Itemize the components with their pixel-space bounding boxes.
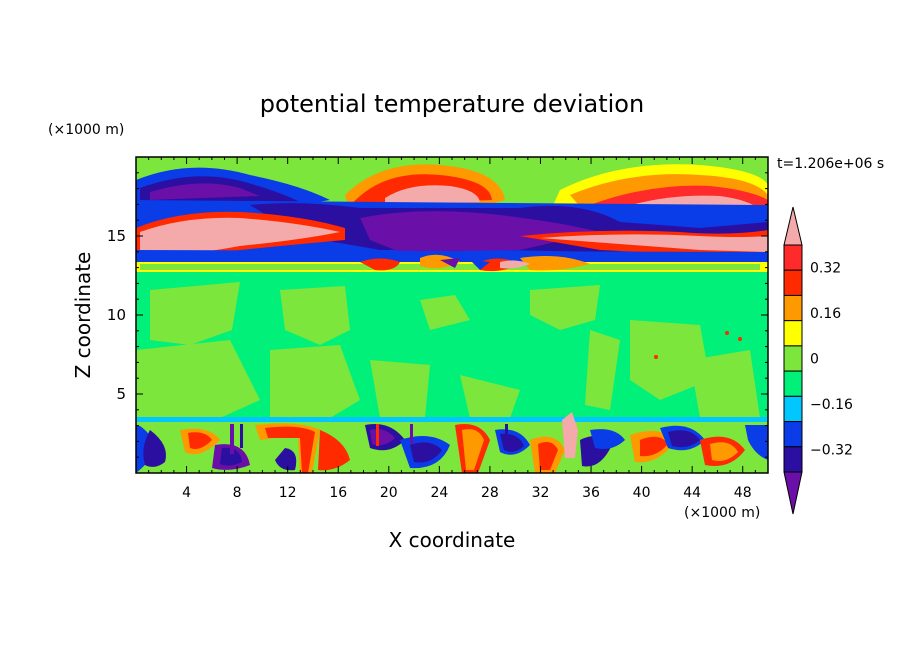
chart-title: potential temperature deviation: [260, 90, 644, 118]
mid-level-patches: [136, 282, 760, 418]
x-axis: 4 8 12 16 20 24 28 32 36 40 44 48: [148, 157, 756, 501]
colorbar-cell: [783, 269, 803, 296]
y-tick-label: 5: [116, 385, 126, 403]
colorbar-cell: [783, 320, 803, 347]
x-tick-label: 36: [582, 485, 600, 501]
colorbar-cell: [783, 370, 803, 397]
upper-layers: [136, 157, 768, 272]
x-tick-label: 28: [481, 485, 499, 501]
x-tick-label: 4: [182, 485, 191, 501]
boundary-band: [136, 417, 768, 422]
x-tick-label: 12: [279, 485, 297, 501]
x-tick-label: 32: [532, 485, 550, 501]
y-tick-label: 15: [107, 227, 126, 245]
x-tick-label: 44: [683, 485, 701, 501]
y-axis-label: Z coordinate: [71, 252, 95, 379]
x-tick-label: 16: [329, 485, 347, 501]
x-unit-label: (×1000 m): [684, 505, 760, 521]
x-tick-label: 8: [233, 485, 242, 501]
colorbar-label: 0: [810, 352, 819, 368]
colorbar-extend-max: [783, 206, 803, 246]
time-label: t=1.206e+06 s: [777, 156, 884, 172]
x-tick-label: 40: [633, 485, 651, 501]
x-tick-label: 20: [380, 485, 398, 501]
colorbar-cell: [783, 395, 803, 423]
colorbar-cell: [783, 421, 803, 448]
colorbar-label: −0.16: [810, 397, 853, 413]
colorbar-cell: [783, 345, 803, 372]
colorbar-label: −0.32: [810, 442, 853, 458]
x-axis-label: X coordinate: [389, 528, 516, 552]
colorbar-label: 0.16: [810, 306, 841, 322]
colorbar-extend-min: [783, 471, 803, 515]
colorbar-label: 0.32: [810, 261, 841, 277]
y-axis: 5 10 15: [107, 172, 768, 458]
colorbar-cell: [783, 294, 803, 322]
heatmap-field: [136, 157, 768, 473]
y-unit-label: (×1000 m): [48, 122, 124, 138]
mid-level-positive-spots: [654, 331, 742, 359]
boundary-layer-turbulence: [136, 412, 768, 473]
colorbar-cell: [783, 446, 803, 473]
colorbar: 0.32 0.16 0 −0.16 −0.32: [783, 206, 853, 515]
x-tick-label: 48: [734, 485, 752, 501]
x-tick-label: 24: [430, 485, 448, 501]
colorbar-cell: [783, 244, 803, 271]
y-tick-label: 10: [107, 306, 126, 324]
tropopause-speckles: [360, 254, 590, 272]
